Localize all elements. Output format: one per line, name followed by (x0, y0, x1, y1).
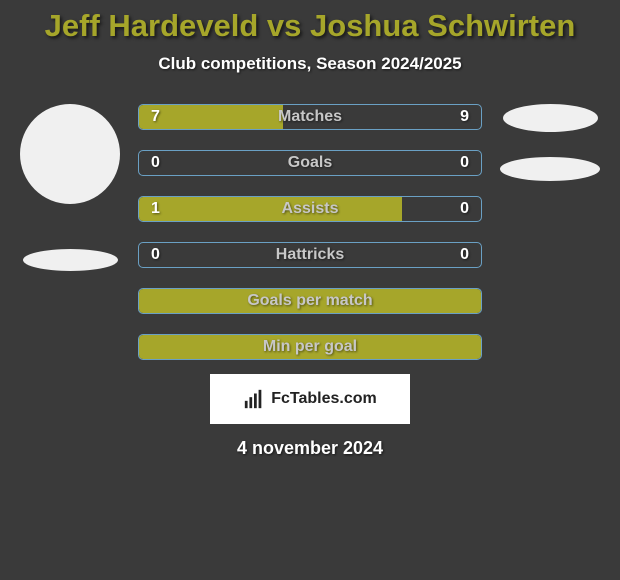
stat-label: Goals (288, 154, 332, 172)
stat-value-left: 0 (151, 246, 160, 264)
stat-label: Min per goal (263, 338, 357, 356)
stat-value-left: 0 (151, 154, 160, 172)
bar-fill-left (139, 105, 283, 129)
brand-logo-icon (243, 388, 265, 410)
stat-bar: Goals per match (138, 288, 482, 314)
stat-value-left: 7 (151, 108, 160, 126)
stat-label: Assists (282, 200, 339, 218)
stat-label: Goals per match (247, 292, 372, 310)
stat-label: Matches (278, 108, 342, 126)
stat-value-right: 0 (460, 154, 469, 172)
stat-label: Hattricks (276, 246, 344, 264)
subtitle: Club competitions, Season 2024/2025 (0, 54, 620, 74)
stat-value-right: 9 (460, 108, 469, 126)
player-left-col (10, 104, 130, 360)
brand-badge: FcTables.com (210, 374, 410, 424)
player-left-avatar (20, 104, 120, 204)
bar-fill-left (139, 197, 402, 221)
comparison-area: 7 9 Matches 0 0 Goals 1 0 Assists 0 0 Hattricks Goal… (0, 104, 620, 360)
page-title: Jeff Hardeveld vs Joshua Schwirten (0, 0, 620, 44)
date-text: 4 november 2024 (0, 438, 620, 459)
stat-value-left: 1 (151, 200, 160, 218)
stats-bars: 7 9 Matches 0 0 Goals 1 0 Assists 0 0 Hattricks Goal… (130, 104, 490, 360)
stat-bar: 0 0 Goals (138, 150, 482, 176)
brand-text: FcTables.com (271, 390, 377, 408)
player-left-shadow (23, 249, 118, 271)
stat-bar: 1 0 Assists (138, 196, 482, 222)
player-right-shadow (500, 157, 600, 181)
stat-bar: 0 0 Hattricks (138, 242, 482, 268)
stat-value-right: 0 (460, 200, 469, 218)
player-right-avatar (503, 104, 598, 132)
stat-bar: Min per goal (138, 334, 482, 360)
stat-value-right: 0 (460, 246, 469, 264)
stat-bar: 7 9 Matches (138, 104, 482, 130)
player-right-col (490, 104, 610, 360)
